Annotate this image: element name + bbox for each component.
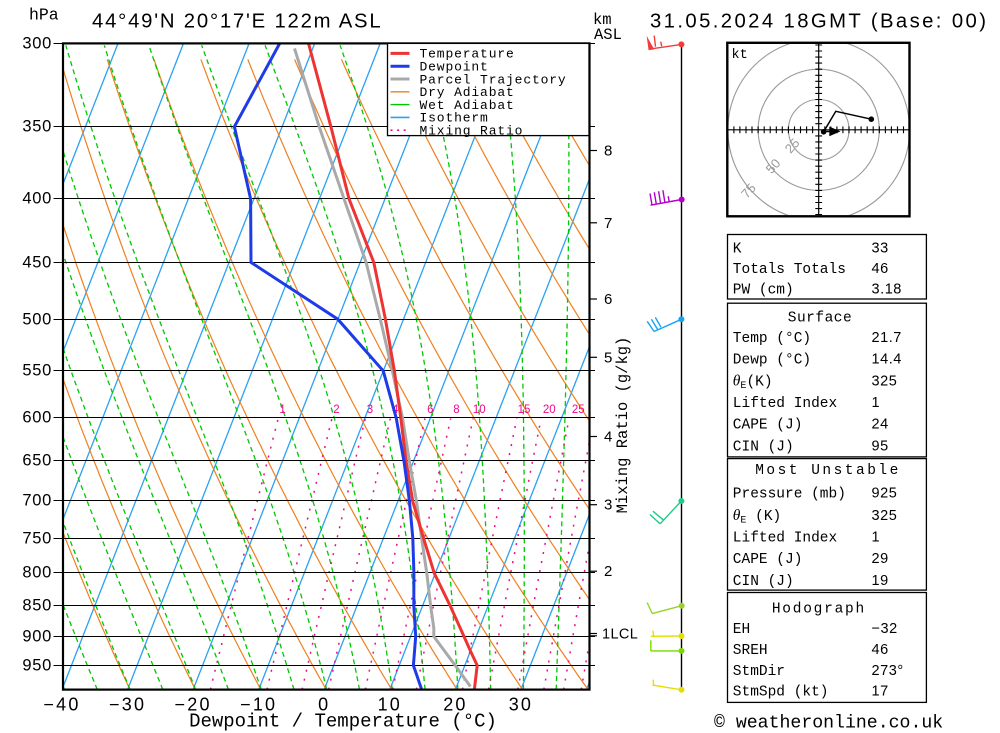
svg-text:1: 1: [279, 404, 285, 416]
svg-text:6: 6: [427, 404, 433, 416]
svg-text:273°: 273°: [872, 663, 904, 679]
svg-text:θE(K): θE(K): [733, 372, 773, 392]
svg-text:800: 800: [22, 564, 52, 582]
svg-text:1LCL: 1LCL: [602, 627, 638, 643]
svg-text:3.18: 3.18: [872, 282, 902, 298]
svg-text:29: 29: [872, 551, 889, 567]
svg-text:10: 10: [378, 695, 402, 715]
svg-text:25: 25: [572, 404, 585, 416]
svg-text:17: 17: [872, 683, 889, 699]
svg-text:325: 325: [872, 373, 898, 389]
svg-text:950: 950: [22, 657, 52, 675]
svg-text:325: 325: [872, 508, 898, 524]
svg-text:−30: −30: [109, 695, 146, 715]
svg-text:450: 450: [22, 254, 52, 272]
svg-text:14.4: 14.4: [872, 352, 902, 368]
svg-text:Most Unstable: Most Unstable: [755, 463, 901, 479]
svg-text:CIN (J): CIN (J): [733, 574, 794, 590]
svg-text:Surface: Surface: [788, 311, 852, 327]
svg-text:500: 500: [22, 311, 52, 329]
svg-text:Lifted Index: Lifted Index: [733, 396, 838, 412]
svg-text:Parcel Trajectory: Parcel Trajectory: [420, 72, 567, 87]
svg-text:StmSpd (kt): StmSpd (kt): [733, 684, 829, 700]
svg-text:31.05.2024 18GMT (Base: 00): 31.05.2024 18GMT (Base: 00): [650, 11, 988, 33]
svg-text:CAPE (J): CAPE (J): [733, 552, 803, 568]
svg-text:K: K: [733, 241, 742, 257]
svg-text:Isotherm: Isotherm: [420, 111, 489, 126]
svg-text:CAPE (J): CAPE (J): [733, 418, 803, 434]
svg-text:2: 2: [604, 563, 612, 580]
svg-text:EH: EH: [733, 622, 750, 638]
svg-text:Totals Totals: Totals Totals: [733, 262, 846, 278]
svg-text:−10: −10: [240, 695, 277, 715]
svg-text:8: 8: [604, 143, 612, 160]
svg-text:15: 15: [518, 404, 531, 416]
svg-text:350: 350: [22, 118, 52, 136]
svg-text:Temp (°C): Temp (°C): [733, 331, 811, 347]
svg-text:900: 900: [22, 628, 52, 646]
svg-text:700: 700: [22, 492, 52, 510]
svg-text:StmDir: StmDir: [733, 664, 785, 680]
svg-text:Hodograph: Hodograph: [772, 602, 866, 618]
svg-text:CIN (J): CIN (J): [733, 439, 794, 455]
svg-text:650: 650: [22, 452, 52, 470]
svg-text:30: 30: [509, 695, 533, 715]
svg-text:3: 3: [367, 404, 373, 416]
svg-text:600: 600: [22, 409, 52, 427]
svg-text:5: 5: [604, 349, 612, 366]
svg-text:24: 24: [872, 417, 889, 433]
svg-text:−40: −40: [43, 695, 80, 715]
svg-text:θE (K): θE (K): [733, 507, 781, 527]
svg-text:Dewpoint / Temperature (°C): Dewpoint / Temperature (°C): [189, 711, 497, 733]
svg-text:400: 400: [22, 190, 52, 208]
svg-text:750: 750: [22, 530, 52, 548]
svg-text:Pressure (mb): Pressure (mb): [733, 486, 846, 502]
svg-text:kt: kt: [732, 48, 748, 63]
svg-text:33: 33: [872, 240, 889, 256]
svg-text:Dewpoint: Dewpoint: [420, 60, 489, 75]
svg-text:−20: −20: [175, 695, 212, 715]
svg-text:7: 7: [604, 215, 612, 232]
svg-text:Wet Adiabat: Wet Adiabat: [420, 98, 515, 113]
svg-text:925: 925: [872, 485, 898, 501]
svg-text:300: 300: [22, 35, 52, 53]
svg-text:44°49'N 20°17'E 122m ASL: 44°49'N 20°17'E 122m ASL: [92, 11, 382, 33]
svg-text:95: 95: [872, 438, 889, 454]
svg-text:20: 20: [443, 695, 467, 715]
svg-text:19: 19: [872, 573, 889, 589]
svg-text:20: 20: [543, 404, 556, 416]
svg-text:Dry Adiabat: Dry Adiabat: [420, 85, 515, 100]
svg-text:46: 46: [872, 261, 889, 277]
svg-text:0: 0: [318, 695, 330, 715]
svg-text:1: 1: [872, 530, 881, 546]
svg-text:46: 46: [872, 642, 889, 658]
svg-text:Dewp (°C): Dewp (°C): [733, 353, 811, 369]
svg-text:1: 1: [872, 395, 881, 411]
svg-text:−32: −32: [872, 621, 898, 637]
svg-text:3: 3: [604, 497, 612, 514]
svg-text:10: 10: [473, 404, 486, 416]
svg-text:21.7: 21.7: [872, 330, 902, 346]
svg-text:PW (cm): PW (cm): [733, 283, 794, 299]
svg-text:550: 550: [22, 362, 52, 380]
svg-text:km: km: [593, 11, 612, 29]
svg-text:2: 2: [333, 404, 339, 416]
svg-text:hPa: hPa: [29, 6, 59, 25]
svg-text:850: 850: [22, 597, 52, 615]
svg-text:© weatheronline.co.uk: © weatheronline.co.uk: [714, 714, 943, 733]
svg-text:SREH: SREH: [733, 643, 768, 659]
svg-text:6: 6: [604, 291, 612, 308]
svg-text:Lifted Index: Lifted Index: [733, 531, 838, 547]
svg-text:Temperature: Temperature: [420, 47, 515, 62]
svg-text:8: 8: [453, 404, 459, 416]
svg-text:Mixing Ratio (g/kg): Mixing Ratio (g/kg): [614, 337, 632, 514]
svg-text:ASL: ASL: [594, 26, 622, 44]
svg-text:4: 4: [604, 429, 612, 446]
svg-text:Mixing Ratio: Mixing Ratio: [420, 124, 524, 139]
